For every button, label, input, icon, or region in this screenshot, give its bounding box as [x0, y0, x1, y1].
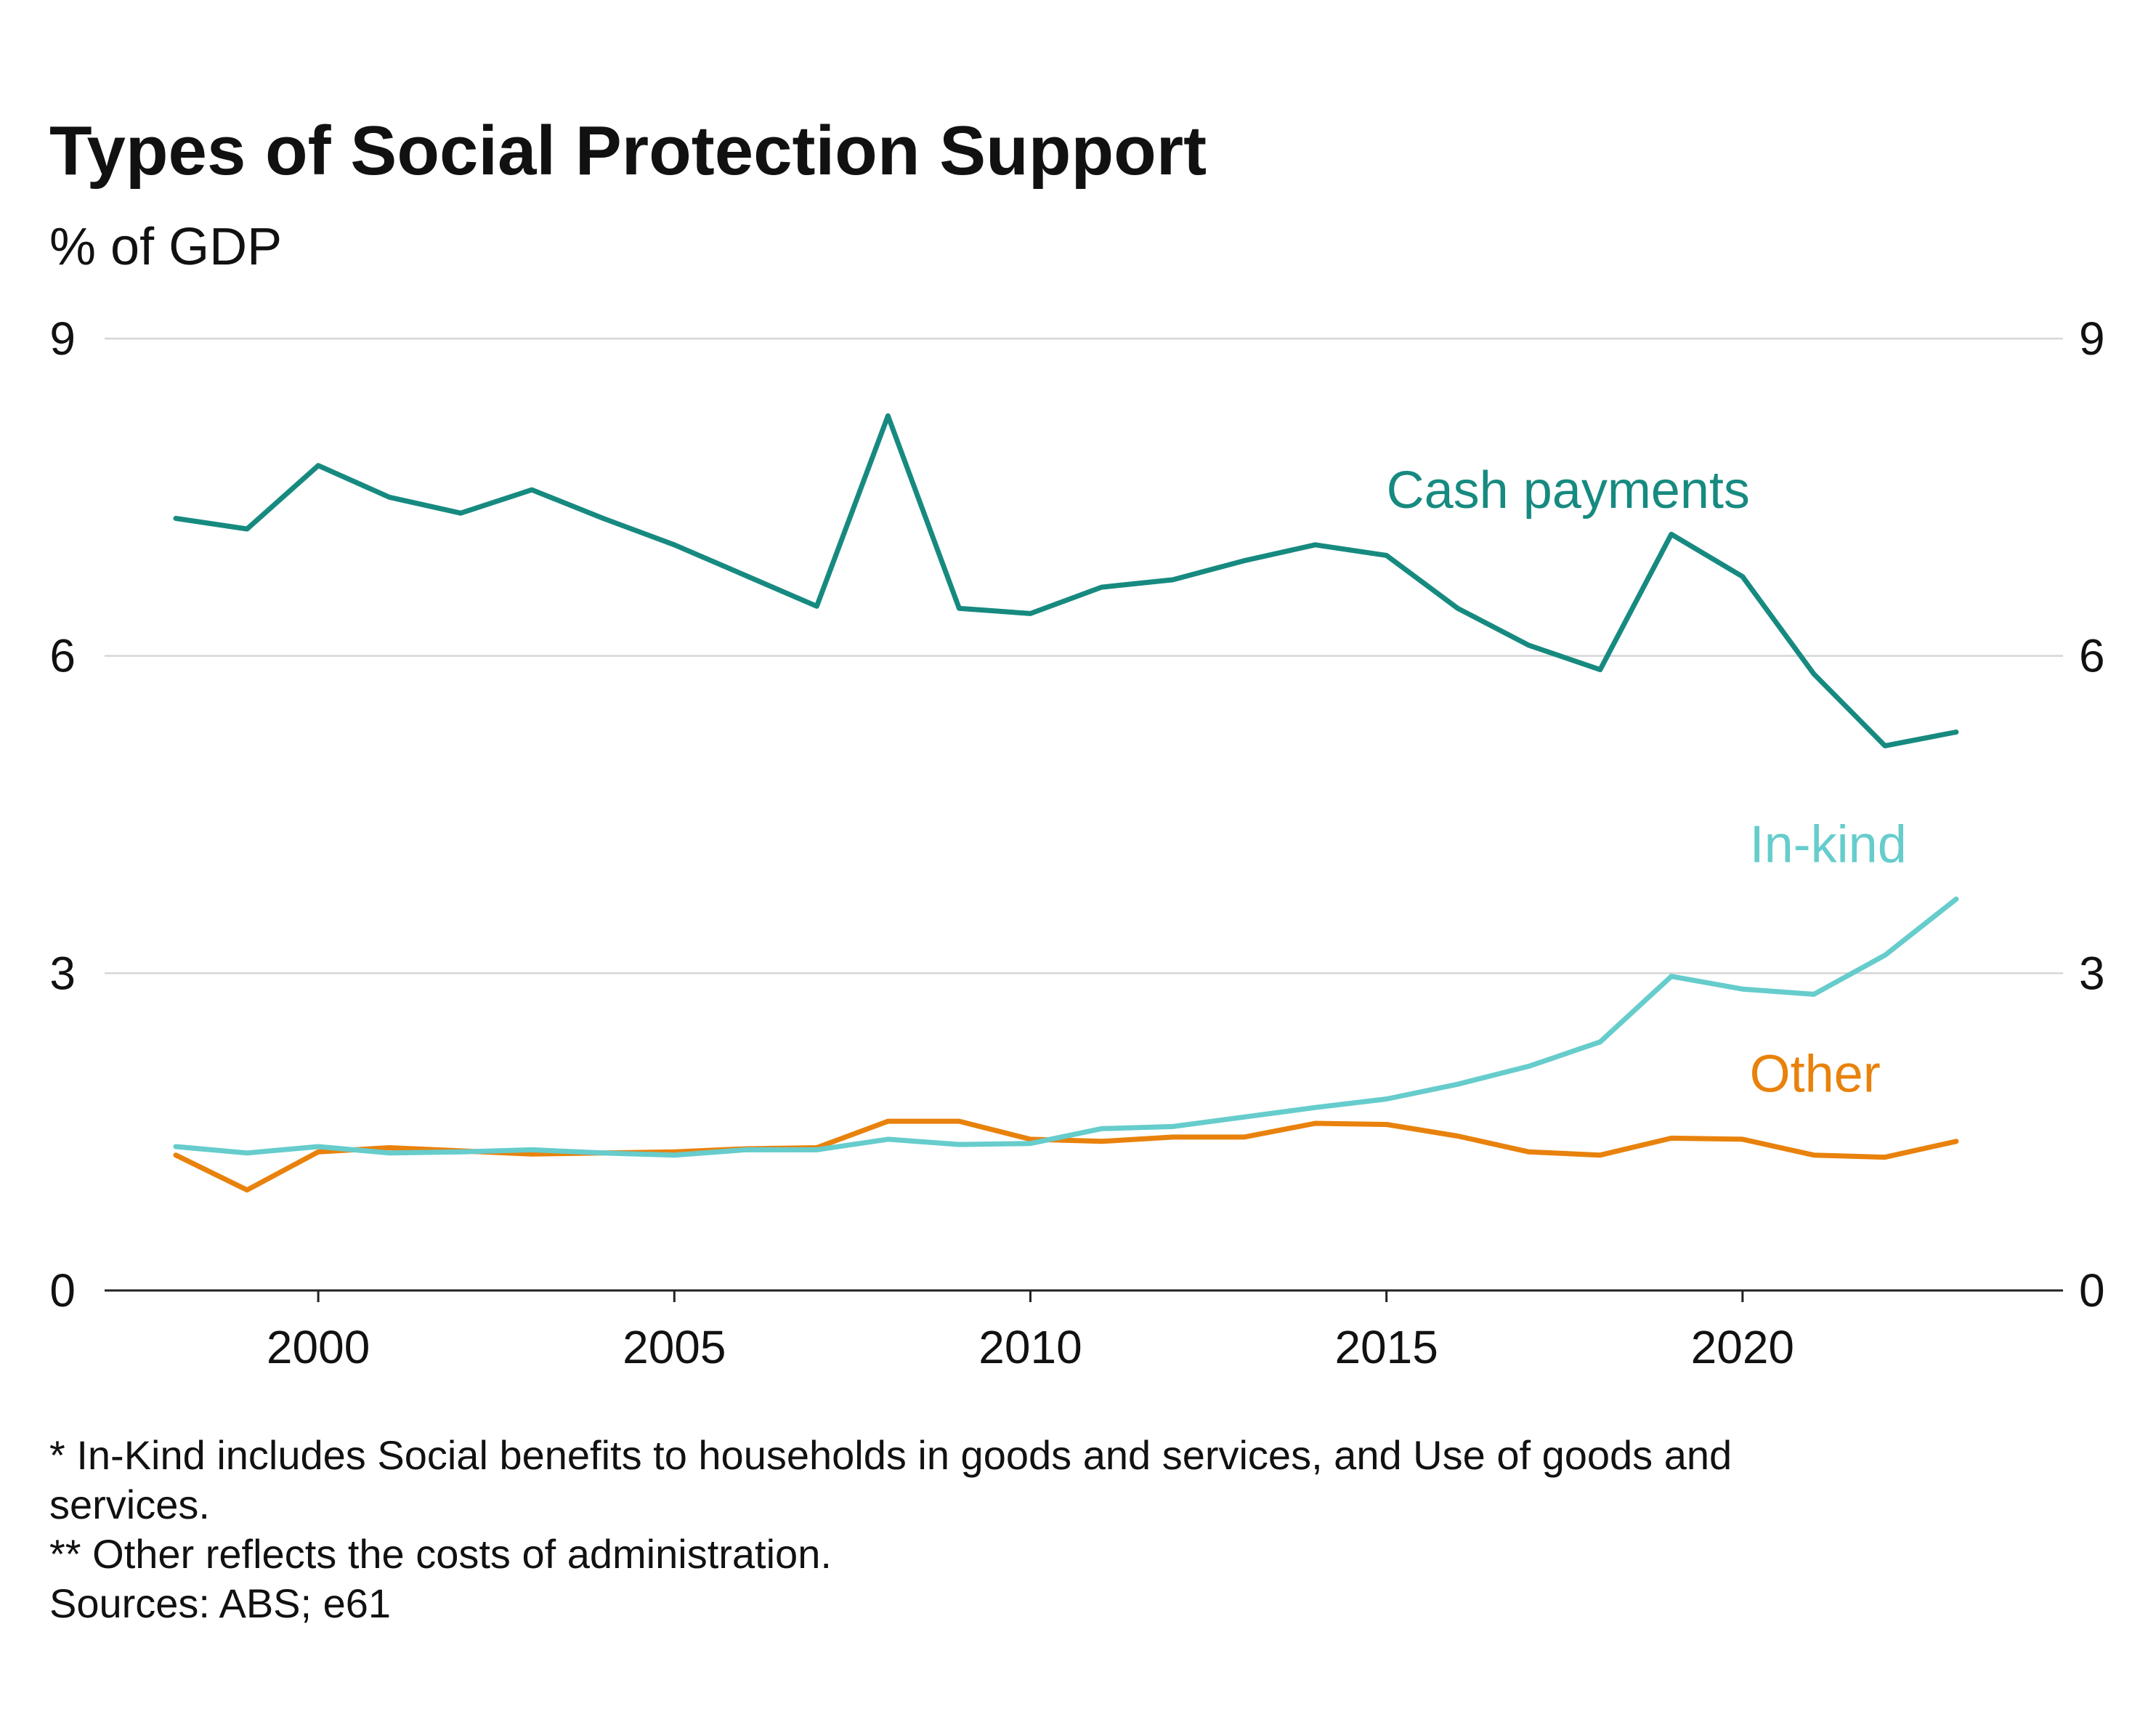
- series-line-other: [173, 1118, 1959, 1193]
- y-axis-right: 0 3 6 9: [2079, 312, 2105, 1317]
- y-tick-right-0: 0: [2079, 1264, 2105, 1317]
- series-label-in-kind: In-kind: [1750, 816, 1907, 874]
- series-labels: Cash payments In-kind Other: [1387, 461, 1907, 1103]
- footnote-inkind: * In-Kind includes Social benefits to ho…: [49, 1432, 1732, 1478]
- footnote-other: ** Other reflects the costs of administr…: [49, 1531, 832, 1577]
- footnotes: * In-Kind includes Social benefits to ho…: [49, 1432, 1732, 1626]
- x-tick-2010: 2010: [978, 1321, 1082, 1373]
- series-line-in-kind: [173, 896, 1959, 1158]
- footnote-inkind-cont: services.: [49, 1482, 210, 1527]
- y-axis-left: 0 3 6 9: [49, 312, 76, 1317]
- y-tick-right-6: 6: [2079, 630, 2105, 682]
- y-tick-right-9: 9: [2079, 312, 2105, 365]
- chart-title: Types of Social Protection Support: [49, 112, 1207, 190]
- y-tick-left-6: 6: [49, 630, 76, 682]
- y-tick-left-3: 3: [49, 947, 76, 999]
- x-tick-2005: 2005: [623, 1321, 726, 1373]
- x-tick-2015: 2015: [1334, 1321, 1438, 1373]
- footnote-sources: Sources: ABS; e61: [49, 1580, 391, 1626]
- y-tick-left-9: 9: [49, 312, 76, 365]
- series-lines: [173, 413, 1959, 1193]
- y-tick-right-3: 3: [2079, 947, 2105, 999]
- chart-subtitle: % of GDP: [49, 218, 282, 276]
- series-line-cash-payments: [173, 413, 1959, 748]
- x-tick-2020: 2020: [1691, 1321, 1794, 1373]
- gridlines: [105, 337, 2063, 974]
- series-label-other: Other: [1750, 1045, 1881, 1103]
- x-axis: 2000 2005 2010 2015 2020: [267, 1290, 1794, 1373]
- series-label-cash-payments: Cash payments: [1387, 461, 1750, 520]
- y-tick-left-0: 0: [49, 1264, 76, 1317]
- x-tick-2000: 2000: [267, 1321, 370, 1373]
